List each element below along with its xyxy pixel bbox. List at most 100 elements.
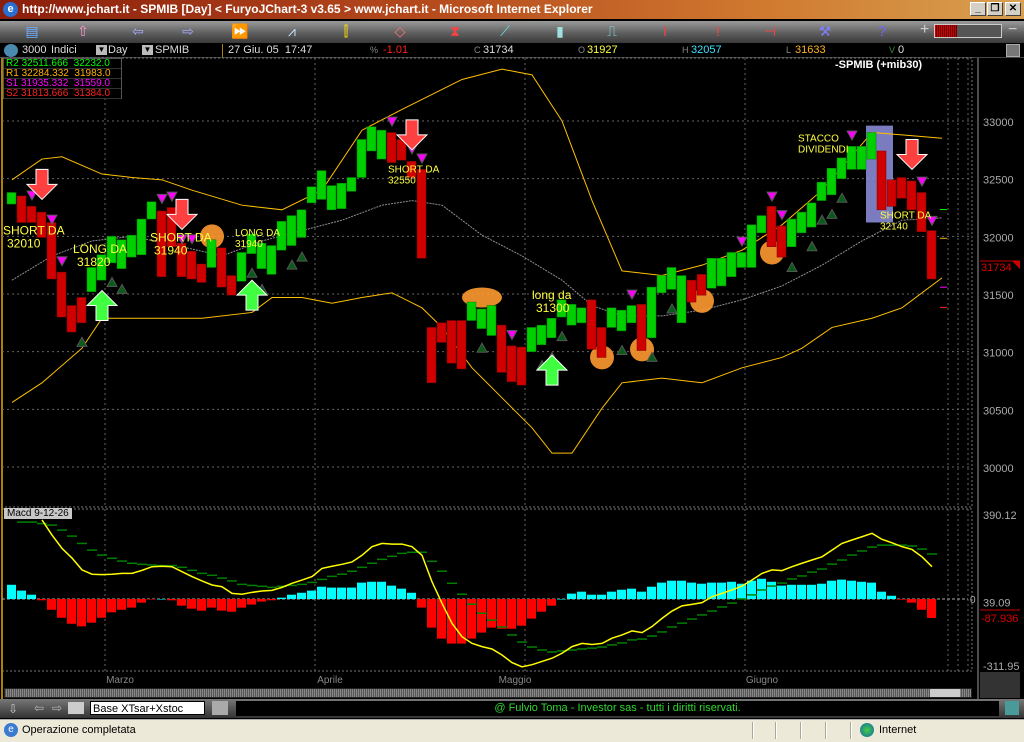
bar-up [856,146,867,170]
scrollbar-thumb[interactable] [930,689,960,697]
macd-hist-negative [227,599,236,612]
bar-up [466,301,477,321]
bar-up [666,267,677,290]
bar-up [486,305,497,336]
period-select[interactable]: Day [108,44,128,56]
macd-hist-positive [357,582,366,599]
fast-forward-icon[interactable]: ⏩ [231,23,249,39]
macd-hist-positive [577,591,586,599]
zoom-out-button[interactable]: − [1008,21,1018,38]
maximize-chart-icon[interactable] [1006,44,1020,57]
arrow-left-icon[interactable]: ⇦ [132,23,144,39]
bar-up [736,252,747,268]
market-select[interactable]: Indici [51,44,77,56]
sell-signal-triangle [26,190,38,201]
annotation-label: SHORT DA [388,165,440,176]
bar-up [96,254,107,281]
macd-hist-positive [807,584,816,599]
buy-signal-triangle [786,261,798,272]
macd-hist-negative [497,599,506,629]
status-text: Operazione completata [22,724,136,736]
open-folder-icon[interactable]: ▤ [25,23,39,39]
market-dropdown-icon[interactable]: ▼ [96,45,107,55]
settings-icon[interactable] [1005,701,1019,715]
bar-up [336,183,347,209]
sell-signal-triangle [156,193,168,205]
macd-hist-negative [527,599,536,619]
macd-hist-negative [437,599,446,639]
minimize-button[interactable]: _ [970,2,986,16]
help-icon[interactable]: ? [878,23,886,39]
high-label: H [682,45,689,55]
macd-hist-negative [57,599,66,618]
bar-up [796,211,807,234]
bar-chart-icon[interactable]: ▮ [556,23,564,39]
macd-hist-negative [87,599,96,623]
buy-arrow [85,289,119,322]
candlestick-icon[interactable]: ⧗ [450,23,460,39]
macd-hist-positive [277,597,286,599]
macd-line [41,519,933,668]
macd-hist-negative [427,599,436,628]
tool-icon[interactable] [212,701,228,715]
restore-button[interactable]: ❐ [987,2,1003,16]
period-dropdown-icon[interactable]: ▼ [142,45,153,55]
macd-hist-positive [367,581,376,599]
divider [222,44,223,57]
marker-mid-icon[interactable]: ⊣ [763,23,777,39]
sell-signal-triangle [626,289,638,301]
macd-hist-positive [627,588,636,599]
bar-down [426,327,437,384]
bar-up [126,234,137,258]
y-tick-label: 32500 [983,175,1014,187]
macd-hist-positive [157,599,166,600]
wrench-icon[interactable]: ⚒ [818,23,832,39]
macd-hist-positive [677,580,686,599]
bar-up [786,218,797,247]
arrow-right-icon[interactable]: ⇨ [182,23,194,39]
quantity-field[interactable]: 3000 [22,44,47,56]
marker-bottom-icon[interactable]: ǃ [716,23,720,39]
download-icon[interactable]: ⇩ [8,702,19,716]
macd-hist-negative [927,599,936,618]
macd-hist-positive [557,599,566,600]
annotation-value: 31940 [235,239,263,250]
macd-hist-negative [247,599,256,605]
marker-top-icon[interactable]: ǀ [663,23,667,39]
back-icon[interactable]: ⇦ [34,701,45,715]
indicator-icon[interactable]: ⫿ [343,23,349,39]
macd-hist-positive [837,579,846,599]
close-button[interactable]: ✕ [1005,2,1021,16]
layout-name-input[interactable]: Base XTsar+Xstoc [90,701,205,715]
annotation-label: SHORT DA [150,230,212,244]
bar-up [236,252,247,282]
bar-down [386,132,397,163]
bar-up [866,132,877,160]
pivot-value: 32284.332 [21,68,69,79]
zoom-slider[interactable] [934,24,1002,38]
refresh-icon[interactable] [4,44,18,57]
pivot-value: 32511.666 [21,58,69,69]
bar-up [306,186,317,204]
annotation-value: DIVIDENDI [798,144,849,155]
line-chart-icon[interactable]: ⟋ [500,23,510,39]
divider [752,722,754,739]
buy-signal-triangle [106,276,118,287]
chart-corner-tools[interactable] [980,672,1020,698]
sell-arrow [25,168,59,201]
macd-hist-positive [787,584,796,599]
annotation-value: 32010 [7,236,41,250]
pivot-value: 31813.666 [21,88,69,99]
symbol-field[interactable]: SPMIB [155,44,190,56]
window-icon[interactable] [68,702,84,714]
drawing-icon[interactable]: ◇ [394,23,406,39]
upload-icon[interactable]: ⇧ [77,23,89,39]
macd-hist-positive [317,586,326,599]
trendline-icon[interactable]: ⩘ [288,23,296,39]
step-chart-icon[interactable]: ⎍ [607,23,617,39]
zoom-in-button[interactable]: + [920,21,930,38]
pivot-label: R2 [6,58,19,69]
forward-icon[interactable]: ⇨ [52,701,63,715]
chart-scrollbar[interactable] [4,688,972,698]
bar-up [846,146,857,170]
